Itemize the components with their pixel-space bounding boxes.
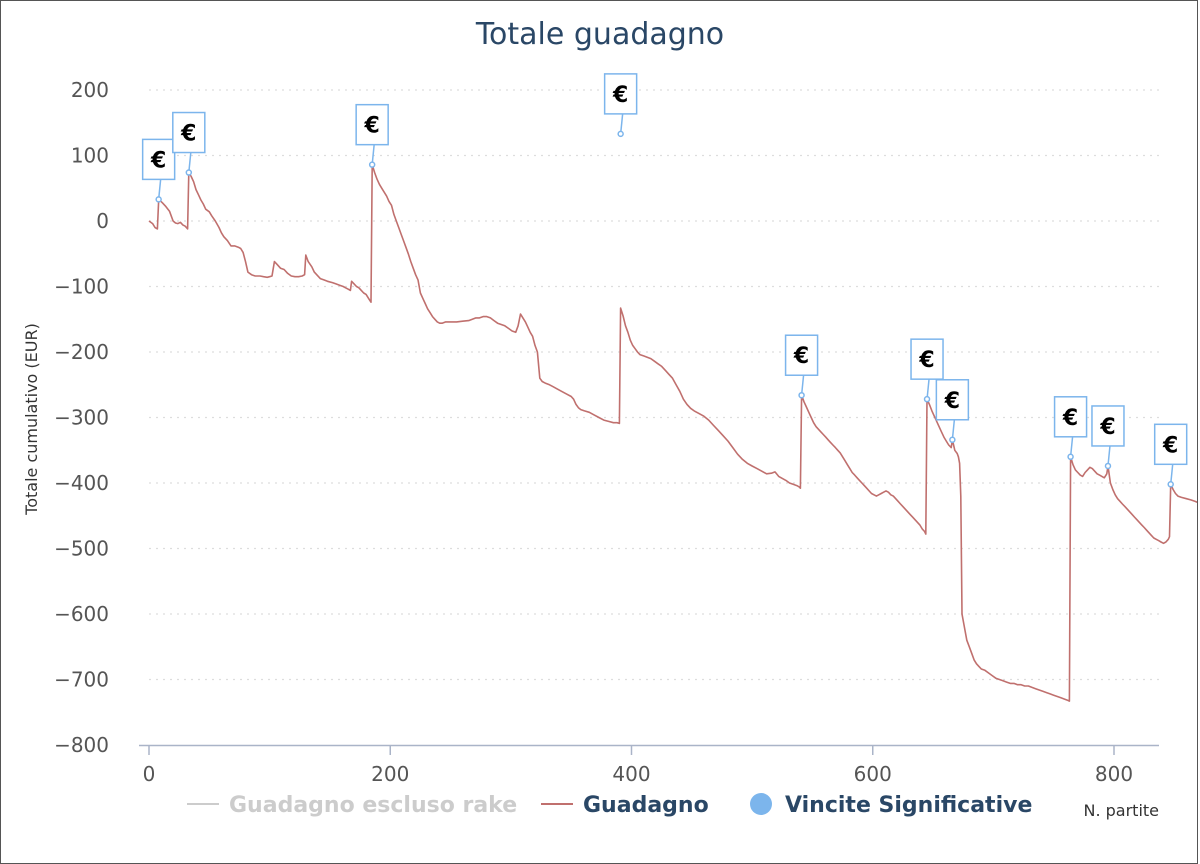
significant-win-marker[interactable]: € bbox=[603, 73, 638, 138]
marker-euro-label: € bbox=[150, 148, 166, 173]
y-tick-label: −100 bbox=[54, 275, 109, 299]
x-tick-label: 0 bbox=[143, 762, 156, 786]
grid-lines bbox=[149, 89, 1159, 681]
marker-point bbox=[798, 391, 805, 399]
marker-euro-label: € bbox=[364, 114, 380, 139]
y-tick-label: −600 bbox=[54, 602, 109, 626]
marker-point bbox=[155, 196, 162, 203]
marker-point bbox=[949, 436, 956, 444]
marker-euro-label: € bbox=[918, 348, 934, 373]
y-axis-ticks: 200 100 0 −100 −200 −300 −400 −500 −600 −700 −800 bbox=[54, 78, 109, 757]
x-tick-label: 800 bbox=[1095, 762, 1133, 786]
marker-point bbox=[617, 130, 624, 138]
significant-win-marker[interactable]: € bbox=[1053, 396, 1088, 461]
legend-item[interactable]: Vincite Significative bbox=[750, 793, 1032, 818]
x-tick-label: 200 bbox=[371, 762, 409, 786]
significant-win-marker[interactable]: € bbox=[910, 338, 944, 403]
significant-win-marker[interactable]: € bbox=[1091, 405, 1125, 470]
y-tick-label: −300 bbox=[54, 406, 109, 430]
chart-title: Totale guadagno bbox=[475, 17, 724, 52]
marker-point bbox=[923, 395, 931, 403]
legend-label: Guadagno bbox=[583, 793, 709, 818]
y-tick-label: −800 bbox=[54, 733, 109, 757]
marker-point bbox=[185, 169, 193, 176]
legend-label: Vincite Significative bbox=[785, 793, 1032, 818]
x-tick-label: 600 bbox=[854, 762, 892, 786]
y-tick-label: 200 bbox=[71, 78, 109, 102]
significant-win-marker[interactable]: € bbox=[935, 379, 970, 444]
significant-win-marker[interactable]: € bbox=[141, 138, 176, 203]
marker-point bbox=[1104, 462, 1112, 470]
marker-euro-label: € bbox=[1062, 406, 1078, 431]
legend-item[interactable]: Guadagno escluso rake bbox=[187, 793, 517, 818]
significant-win-marker[interactable]: € bbox=[172, 111, 206, 176]
significant-win-marker[interactable]: € bbox=[355, 103, 389, 168]
marker-euro-label: € bbox=[180, 122, 196, 147]
marker-euro-label: € bbox=[612, 83, 628, 108]
x-axis-ticks: 0 200 400 600 800 bbox=[143, 745, 1133, 786]
marker-euro-label: € bbox=[1162, 433, 1178, 458]
marker-euro-label: € bbox=[793, 344, 809, 369]
x-tick-label: 400 bbox=[612, 762, 650, 786]
significant-win-marker[interactable]: € bbox=[784, 334, 819, 399]
marker-group: € € € € € € € € € € bbox=[141, 73, 1188, 488]
series-group bbox=[148, 163, 1197, 702]
legend-item[interactable]: Guadagno bbox=[541, 793, 709, 818]
legend-circle-symbol bbox=[750, 793, 772, 815]
y-tick-label: −700 bbox=[54, 668, 109, 692]
marker-point bbox=[1167, 481, 1174, 488]
series-line-guadagno[interactable] bbox=[148, 163, 1197, 702]
y-tick-label: −500 bbox=[54, 537, 109, 561]
legend-label: Guadagno escluso rake bbox=[229, 793, 517, 818]
marker-euro-label: € bbox=[1099, 415, 1115, 440]
y-tick-label: 0 bbox=[96, 209, 109, 233]
y-tick-label: −200 bbox=[54, 340, 109, 364]
y-tick-label: 100 bbox=[71, 144, 109, 168]
y-axis-label: Totale cumulativo (EUR) bbox=[22, 323, 41, 516]
significant-win-marker[interactable]: € bbox=[1153, 423, 1188, 488]
y-tick-label: −400 bbox=[54, 471, 109, 495]
marker-euro-label: € bbox=[944, 389, 960, 414]
legend: Guadagno escluso rake Guadagno Vincite Sig… bbox=[187, 793, 1032, 818]
marker-point bbox=[1067, 453, 1074, 461]
x-axis-label: N. partite bbox=[1083, 801, 1159, 820]
marker-point bbox=[368, 161, 376, 168]
